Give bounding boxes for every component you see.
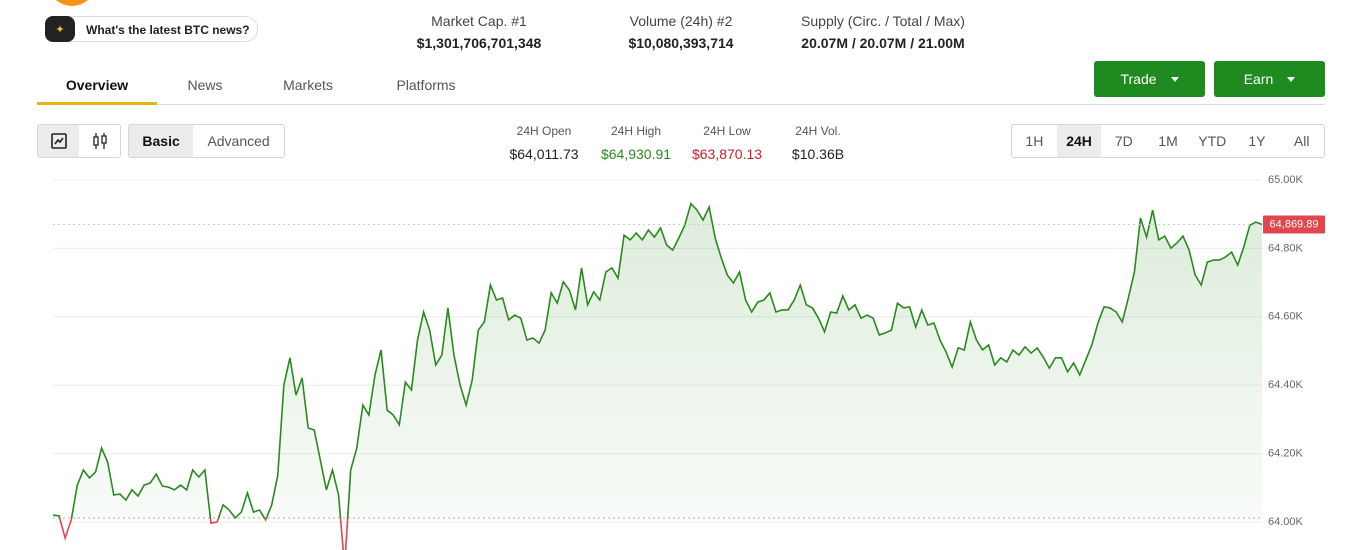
- tab[interactable]: Markets: [283, 77, 333, 93]
- tab-divider: [37, 104, 1325, 105]
- summary-value: $10.36B: [791, 146, 845, 162]
- y-tick-label: 64.20K: [1268, 448, 1304, 460]
- area: [53, 203, 1262, 518]
- ask-text: What's the latest BTC news?: [86, 23, 250, 37]
- y-tick-label: 64.60K: [1268, 311, 1304, 323]
- summary-item: 24H High $64,930.91: [601, 124, 671, 162]
- summary-value: $64,011.73: [509, 146, 579, 162]
- y-tick-label: 64.00K: [1268, 516, 1304, 528]
- stat-label: Market Cap. #1: [431, 13, 527, 29]
- price-line: [52, 202, 1263, 518]
- y-tick-label: 64.40K: [1268, 379, 1304, 391]
- summary-value: $64,930.91: [600, 146, 672, 162]
- chart-style-toggle: [37, 124, 121, 158]
- range[interactable]: 7D: [1114, 133, 1133, 149]
- summary-item: 24H Open $64,011.73: [509, 124, 578, 162]
- tab[interactable]: Platforms: [396, 77, 456, 93]
- view-mode[interactable]: Advanced: [207, 133, 270, 149]
- coin-logo: [50, 0, 94, 6]
- candle-chart-icon[interactable]: [79, 125, 120, 157]
- last-price-badge: [1263, 215, 1325, 234]
- sparkle-icon: ✦: [45, 16, 75, 42]
- tab-underline: [37, 102, 157, 105]
- tab[interactable]: News: [187, 77, 223, 93]
- range[interactable]: 1Y: [1248, 133, 1266, 149]
- tab[interactable]: Overview: [65, 77, 129, 93]
- summary-label: 24H Vol.: [795, 124, 841, 138]
- stat: Market Cap. #1 $1,301,706,701,348: [417, 13, 542, 51]
- caret: [1170, 76, 1179, 82]
- ask-pill[interactable]: ✦ What's the latest BTC news?: [45, 16, 258, 42]
- summary-item: 24H Vol. $10.36B: [792, 124, 844, 162]
- summary-item: 24H Low $63,870.13: [692, 124, 762, 162]
- button-label: Trade: [1120, 71, 1157, 87]
- trade-button[interactable]: Trade: [1094, 61, 1205, 97]
- stat-value: 20.07M / 20.07M / 21.00M: [801, 35, 965, 51]
- caret: [1287, 76, 1296, 82]
- last-price-label: 64,869.89: [1270, 218, 1319, 230]
- y-tick-label: 65.00K: [1268, 174, 1304, 186]
- earn-button[interactable]: Earn: [1214, 61, 1325, 97]
- stat: Volume (24h) #2 $10,080,393,714: [628, 13, 733, 51]
- range[interactable]: YTD: [1198, 133, 1227, 149]
- range[interactable]: 1M: [1158, 133, 1178, 149]
- summary-value: $63,870.13: [691, 146, 763, 162]
- y-tick-label: 64.80K: [1268, 242, 1304, 254]
- view-mode-toggle: Basic Advanced: [128, 124, 285, 158]
- line-chart-icon[interactable]: [38, 125, 79, 157]
- icon: [92, 133, 107, 149]
- button-label: Earn: [1243, 71, 1274, 87]
- range[interactable]: 1H: [1025, 133, 1044, 149]
- summary-label: 24H Open: [516, 124, 572, 138]
- stat: Supply (Circ. / Total / Max) 20.07M / 20.…: [801, 13, 965, 51]
- range[interactable]: 24H: [1056, 125, 1102, 157]
- stat-value: $1,301,706,701,348: [416, 35, 542, 51]
- range-selector: 1H 24H 7D 1M YTD 1Y All: [1011, 124, 1325, 158]
- view-mode[interactable]: Basic: [129, 125, 194, 157]
- range[interactable]: All: [1293, 133, 1310, 149]
- stat-value: $10,080,393,714: [628, 35, 734, 51]
- stat-label: Volume (24h) #2: [629, 13, 733, 29]
- summary-label: 24H Low: [703, 124, 751, 138]
- summary-label: 24H High: [610, 124, 662, 138]
- icon: [50, 133, 67, 149]
- stat-label: Supply (Circ. / Total / Max): [801, 13, 965, 29]
